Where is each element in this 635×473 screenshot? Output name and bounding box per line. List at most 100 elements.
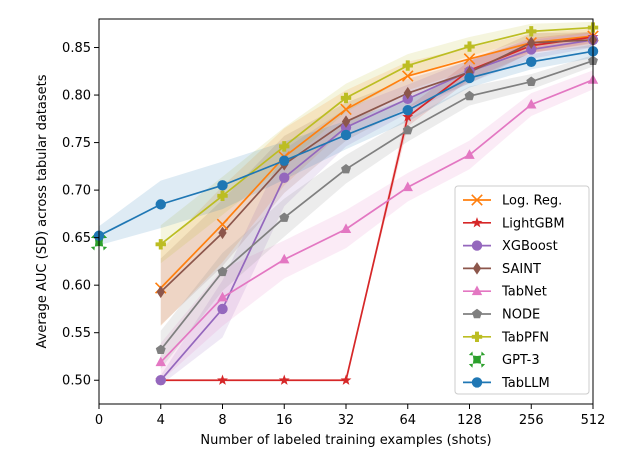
legend-marker-gpt-3 [468,351,486,368]
y-tick-label: 0.65 [62,231,91,246]
data-point-node [526,76,537,86]
legend-label-gpt-3: GPT-3 [502,353,540,368]
x-tick-label: 4 [157,413,165,428]
data-point-tabpfn [402,60,413,71]
data-point-tabllm [279,155,290,166]
y-axis-label: Average AUC (SD) across tabular datasets [35,74,50,348]
legend-label-tabllm: TabLLM [501,376,550,391]
y-tick-label: 0.50 [62,374,91,389]
legend-marker-log-reg [471,194,483,206]
data-point-tabllm [464,72,475,84]
series-line-lightgbm [160,36,594,382]
sd-band-tabpfn [160,21,593,264]
data-point-saint [341,115,351,128]
legend-marker-xgboost [471,240,483,251]
x-tick-label: 128 [457,413,482,428]
data-point-tabllm [526,56,537,67]
legend: Log. Reg. LightGBM XGBoost SAINT TabNet NODE T… [454,185,590,395]
data-point-node [279,212,290,222]
series-line-tabpfn [160,26,594,245]
y-tick-label: 0.80 [62,89,91,104]
data-point-xgboost [279,172,290,183]
legend-label-node: NODE [502,308,540,323]
series-line-log-reg [160,35,594,289]
data-point-tabnet [279,253,290,264]
data-point-lightgbm [217,374,228,385]
data-point-tabllm [340,129,352,141]
x-tick-label: 8 [218,413,226,428]
y-tick-label: 0.55 [62,326,91,341]
series-line-node [160,60,594,351]
data-point-node [464,90,475,101]
legend-marker-lightgbm [471,217,483,228]
sd-band-xgboost [160,32,593,385]
legend-marker-tabnet [471,285,483,296]
y-tick-label: 0.60 [62,279,91,294]
sd-band-log-reg [160,28,593,327]
sd-band-saint [160,32,593,326]
data-point-tabnet [402,181,413,192]
legend-label-tabnet: TabNet [501,285,547,300]
data-point-tabnet [155,356,166,367]
y-tick-label: 0.85 [62,41,91,56]
x-tick-label: 0 [95,413,103,428]
x-tick-label: 512 [581,413,606,428]
legend-marker-tabpfn [471,331,483,342]
legend-marker-saint [472,262,482,275]
data-point-saint [218,226,227,240]
data-point-lightgbm [278,374,290,385]
x-tick-label: 256 [519,413,544,428]
y-axis-ticks: 0.50 0.55 0.60 0.65 0.70 0.75 0.80 0.85 [62,41,99,389]
data-point-tabnet [526,98,537,109]
legend-box [454,185,590,395]
data-point-saint [403,86,412,100]
legend-label-lightgbm: LightGBM [502,216,565,231]
x-axis-label: Number of labeled training examples (sho… [200,433,491,448]
sd-band-tabnet [160,70,593,382]
data-point-tabpfn [526,26,537,37]
series-lines [98,26,594,382]
data-point-xgboost [526,44,537,55]
data-point-saint [527,36,536,50]
data-point-saint [465,65,474,79]
x-axis-ticks: 0 4 8 16 32 64 128 256 512 [95,404,606,428]
data-point-log-reg [401,70,414,82]
x-tick-label: 16 [276,413,293,428]
data-point-tabpfn [279,141,290,152]
series-line-tabnet [160,79,594,363]
data-point-saint [156,285,165,299]
legend-label-xgboost: XGBoost [502,239,558,254]
data-point-tabpfn [155,239,166,250]
data-point-tabllm [402,105,413,116]
y-tick-label: 0.75 [62,136,91,151]
series-markers [90,22,599,386]
data-point-tabllm [217,180,228,191]
legend-label-log-reg: Log. Reg. [502,194,562,209]
data-point-xgboost [217,303,228,315]
y-tick-label: 0.70 [62,184,91,199]
data-point-xgboost [155,375,166,386]
data-point-node [402,125,413,135]
legend-marker-node [472,308,482,319]
series-line-xgboost [160,39,594,381]
x-tick-label: 32 [338,413,355,428]
data-point-tabnet [464,149,475,159]
data-point-log-reg [340,103,352,116]
data-point-tabnet [340,223,352,233]
data-point-node [341,163,351,174]
data-point-tabnet [217,291,228,302]
data-point-node [217,266,228,277]
data-point-tabllm [155,199,166,210]
legend-label-tabpfn: TabPFN [501,330,549,345]
legend-label-saint: SAINT [502,262,541,277]
legend-marker-tabllm [471,377,483,388]
data-point-tabpfn [217,190,228,202]
data-point-log-reg [216,218,229,231]
data-point-tabpfn [340,92,352,104]
data-point-log-reg [463,53,476,65]
series-line-saint [160,39,594,293]
data-point-tabpfn [464,41,475,52]
data-point-node [155,344,166,355]
